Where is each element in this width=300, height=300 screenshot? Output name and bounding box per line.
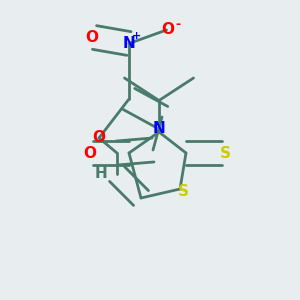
Text: O: O (161, 22, 175, 38)
Text: -: - (175, 18, 181, 31)
Text: N: N (153, 122, 165, 136)
Text: +: + (132, 31, 141, 41)
Text: S: S (220, 146, 230, 160)
Text: O: O (83, 146, 97, 160)
Text: N: N (123, 36, 135, 51)
Text: H: H (94, 167, 107, 182)
Text: O: O (85, 30, 98, 45)
Text: S: S (178, 184, 188, 200)
Text: O: O (92, 130, 106, 146)
